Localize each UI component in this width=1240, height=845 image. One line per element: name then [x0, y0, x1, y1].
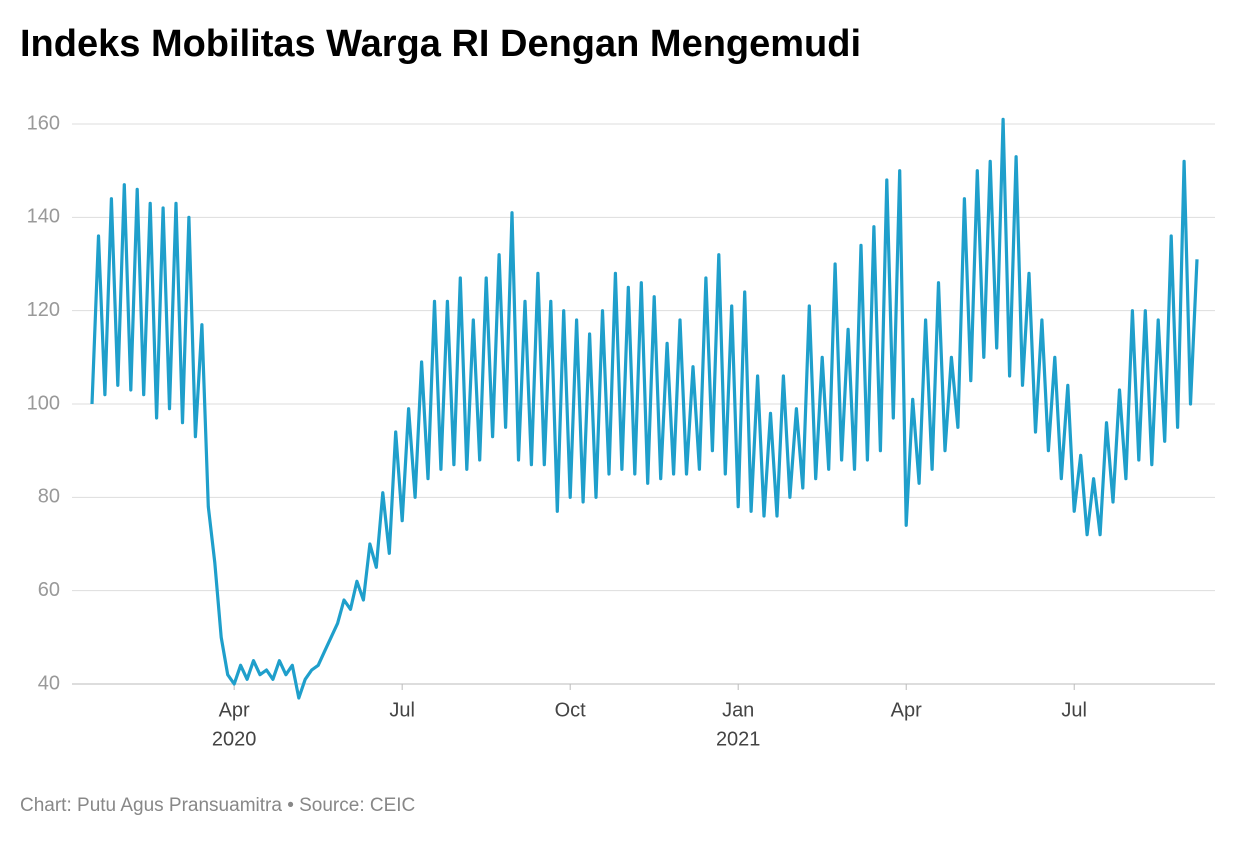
y-tick-label: 100	[27, 392, 60, 414]
x-tick-label: Apr	[219, 699, 250, 721]
y-tick-label: 120	[27, 299, 60, 321]
x-tick-label: Jul	[389, 699, 415, 721]
chart-footer: Chart: Putu Agus Pransuamitra • Source: …	[20, 795, 415, 816]
x-tick-label: Oct	[555, 699, 587, 721]
x-year-label: 2021	[716, 728, 761, 750]
data-line	[90, 117, 1199, 700]
y-tick-label: 80	[38, 486, 60, 508]
y-tick-label: 60	[38, 579, 60, 601]
x-tick-label: Jan	[722, 699, 754, 721]
x-year-label: 2020	[212, 728, 257, 750]
y-tick-label: 160	[27, 112, 60, 134]
y-tick-label: 40	[38, 672, 60, 694]
x-tick-label: Jul	[1061, 699, 1087, 721]
x-tick-label: Apr	[891, 699, 922, 721]
chart-title: Indeks Mobilitas Warga RI Dengan Mengemu…	[20, 23, 861, 65]
y-tick-label: 140	[27, 206, 60, 228]
